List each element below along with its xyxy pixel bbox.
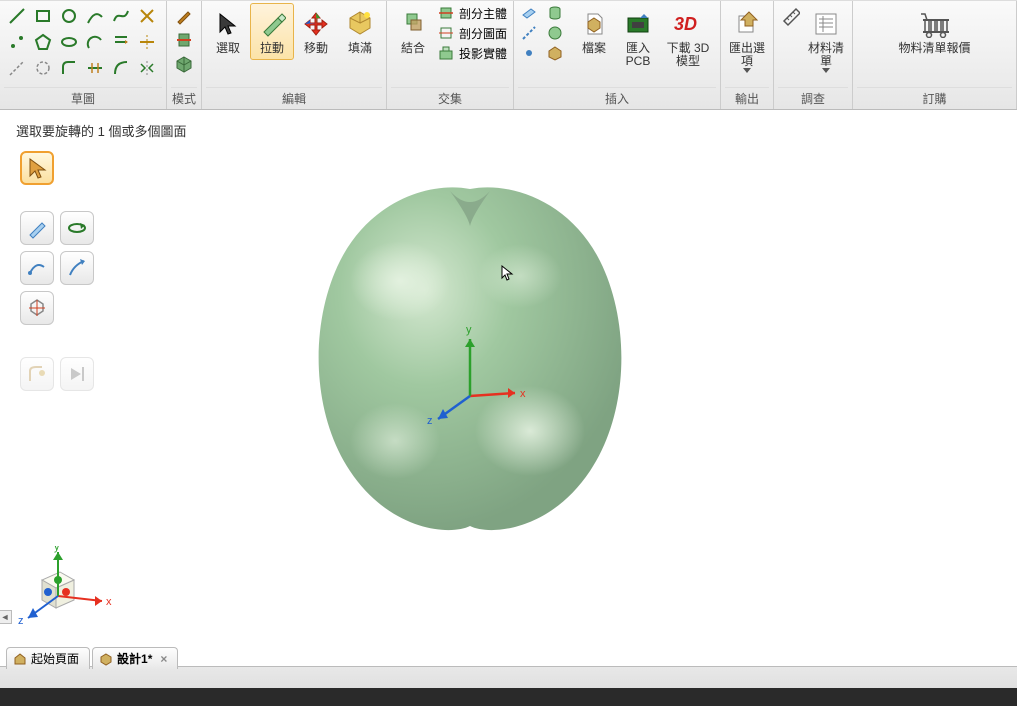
palette-undo-button — [20, 357, 54, 391]
insert-file-button[interactable]: 檔案 — [572, 3, 616, 60]
sketch-mode-icon[interactable] — [173, 5, 195, 27]
insert-sphere-button[interactable] — [544, 23, 566, 43]
group-sketch: 草圖 — [0, 1, 167, 109]
group-order-label: 訂購 — [857, 87, 1012, 109]
palette-pull-button[interactable] — [20, 211, 54, 245]
design-tab-icon — [99, 652, 113, 666]
status-bar — [0, 688, 1017, 706]
palette-revolve-button[interactable] — [60, 211, 94, 245]
select-button[interactable]: 選取 — [206, 3, 250, 60]
svg-text:x: x — [106, 596, 112, 608]
split-body-button[interactable]: 剖分主體 — [435, 3, 509, 23]
group-insert: 檔案 匯入PCB 3D 下載 3D模型 插入 — [514, 1, 721, 109]
insert-shell-button[interactable] — [544, 43, 566, 63]
circle-icon[interactable] — [58, 5, 80, 27]
insert-plane-button[interactable] — [518, 3, 540, 23]
tab-home[interactable]: 起始頁面 — [6, 647, 90, 669]
group-inspect-label: 調查 — [778, 87, 848, 109]
palette-draft-button[interactable] — [60, 251, 94, 285]
palette-sweep-button[interactable] — [20, 251, 54, 285]
hint-text: 選取要旋轉的 1 個或多個圖面 — [16, 121, 186, 140]
trim-icon[interactable] — [136, 5, 158, 27]
sketch-tools-grid — [4, 3, 162, 83]
dropdown-arrow-icon — [743, 68, 751, 73]
home-tab-icon — [13, 652, 27, 666]
combine-button[interactable]: 結合 — [391, 3, 435, 60]
group-export-label: 輸出 — [725, 87, 769, 109]
bend-icon[interactable] — [110, 57, 132, 79]
palette-scale-button[interactable] — [20, 291, 54, 325]
svg-text:y: y — [54, 546, 60, 553]
material-list-button[interactable]: 材料清單 — [804, 3, 848, 78]
3d-mode-icon[interactable] — [173, 53, 195, 75]
palette-next-button — [60, 357, 94, 391]
construction-line-icon[interactable] — [6, 57, 28, 79]
mirror-icon[interactable] — [136, 57, 158, 79]
offset-icon[interactable] — [110, 31, 132, 53]
palette-select-button[interactable] — [20, 151, 54, 185]
import-pcb-button[interactable]: 匯入PCB — [616, 3, 660, 73]
download-3d-button[interactable]: 3D 下載 3D模型 — [660, 3, 716, 73]
apple-model[interactable] — [300, 171, 640, 541]
tab-design1[interactable]: 設計1* × — [92, 647, 178, 669]
group-sketch-label: 草圖 — [4, 87, 162, 109]
group-export: 匯出選項 輸出 — [721, 1, 774, 109]
pull-button[interactable]: 拉動 — [250, 3, 294, 60]
group-mode-label: 模式 — [171, 87, 197, 109]
construction-circle-icon[interactable] — [32, 57, 54, 79]
ellipse-icon[interactable] — [58, 31, 80, 53]
point-icon[interactable] — [6, 31, 28, 53]
3d-icon: 3D — [674, 14, 697, 34]
bom-quote-button[interactable]: 物料清單報價 — [895, 3, 975, 60]
split-face-button[interactable]: 剖分圖面 — [435, 23, 509, 43]
group-mode: 模式 — [167, 1, 202, 109]
group-order: 物料清單報價 訂購 — [853, 1, 1017, 109]
group-edit-label: 編輯 — [206, 87, 382, 109]
line-icon[interactable] — [6, 5, 28, 27]
section-mode-icon[interactable] — [173, 29, 195, 51]
export-options-button[interactable]: 匯出選項 — [725, 3, 769, 78]
group-edit: 選取 拉動 移動 填滿 編輯 — [202, 1, 387, 109]
insert-cylinder-button[interactable] — [544, 3, 566, 23]
group-inspect: 材料清單 調查 — [774, 1, 853, 109]
3d-viewport[interactable]: 選取要旋轉的 1 個或多個圖面 — [0, 110, 1017, 666]
rect-icon[interactable] — [32, 5, 54, 27]
scroll-left-button[interactable]: ◄ — [0, 610, 12, 624]
close-tab-button[interactable]: × — [160, 652, 167, 666]
fillet-icon[interactable] — [58, 57, 80, 79]
spline-icon[interactable] — [110, 5, 132, 27]
fill-button[interactable]: 填滿 — [338, 3, 382, 60]
measure-button[interactable] — [780, 7, 802, 27]
group-insert-label: 插入 — [518, 87, 716, 109]
polygon-icon[interactable] — [32, 31, 54, 53]
split-icon[interactable] — [136, 31, 158, 53]
insert-point-button[interactable] — [518, 43, 540, 63]
group-intersect-label: 交集 — [391, 87, 509, 109]
project-edge-icon[interactable] — [84, 57, 106, 79]
move-button[interactable]: 移動 — [294, 3, 338, 60]
svg-text:z: z — [18, 615, 24, 627]
arc-icon[interactable] — [84, 31, 106, 53]
ribbon: 草圖 模式 選取 拉動 移動 — [0, 0, 1017, 110]
tool-palette — [20, 151, 94, 391]
tab-bar: 起始頁面 設計1* × — [0, 666, 1017, 706]
project-body-button[interactable]: 投影實體 — [435, 43, 509, 63]
dropdown-arrow-icon — [822, 68, 830, 73]
tangent-arc-icon[interactable] — [84, 5, 106, 27]
cursor-icon — [500, 265, 516, 281]
axis-triad-corner[interactable]: x y z — [14, 546, 114, 636]
group-intersect: 結合 剖分主體 剖分圖面 投影實體 交集 — [387, 1, 514, 109]
insert-axis-button[interactable] — [518, 23, 540, 43]
